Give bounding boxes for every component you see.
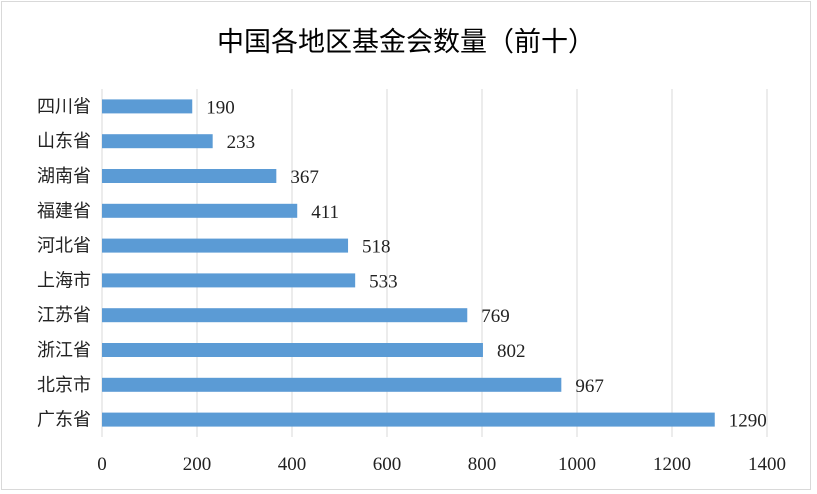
x-tick-label: 1000 — [558, 454, 596, 475]
bar — [102, 134, 213, 149]
category-label: 四川省 — [37, 96, 91, 117]
category-label: 广东省 — [37, 410, 91, 431]
category-label: 浙江省 — [37, 340, 91, 361]
x-axis-ticks: 0 200 400 600 800 1000 1200 1400 — [97, 454, 786, 475]
data-label: 1290 — [729, 411, 767, 432]
data-label: 190 — [206, 97, 235, 118]
category-label: 山东省 — [37, 131, 91, 152]
x-tick-label: 0 — [97, 454, 107, 475]
bar — [102, 203, 298, 218]
data-label: 533 — [369, 271, 398, 292]
bar — [102, 412, 715, 427]
x-tick-label: 200 — [183, 454, 212, 475]
data-label: 769 — [481, 306, 510, 327]
x-tick-label: 1400 — [748, 454, 786, 475]
bars — [102, 99, 715, 427]
bar — [102, 238, 349, 253]
category-label: 河北省 — [37, 236, 91, 257]
bar — [102, 377, 562, 392]
bar — [102, 99, 193, 114]
category-label: 江苏省 — [37, 305, 91, 326]
data-label: 967 — [575, 376, 604, 397]
bar — [102, 343, 483, 357]
category-label: 上海市 — [37, 270, 91, 291]
data-label: 367 — [290, 167, 319, 188]
data-label: 411 — [311, 202, 339, 223]
data-labels: 190 233 367 411 518 533 769 802 967 1290 — [206, 97, 767, 431]
data-label: 518 — [362, 237, 391, 258]
x-tick-label: 800 — [468, 454, 497, 475]
category-label: 北京市 — [37, 375, 91, 396]
bar — [102, 169, 277, 183]
data-label: 233 — [227, 132, 256, 153]
category-label: 湖南省 — [37, 166, 91, 187]
bar — [102, 273, 356, 288]
x-tick-label: 400 — [278, 454, 307, 475]
x-tick-label: 600 — [373, 454, 402, 475]
chart-title: 中国各地区基金会数量（前十） — [217, 27, 595, 58]
bar — [102, 308, 468, 323]
x-tick-label: 1200 — [653, 454, 691, 475]
category-label: 福建省 — [37, 201, 91, 222]
data-label: 802 — [497, 341, 526, 362]
